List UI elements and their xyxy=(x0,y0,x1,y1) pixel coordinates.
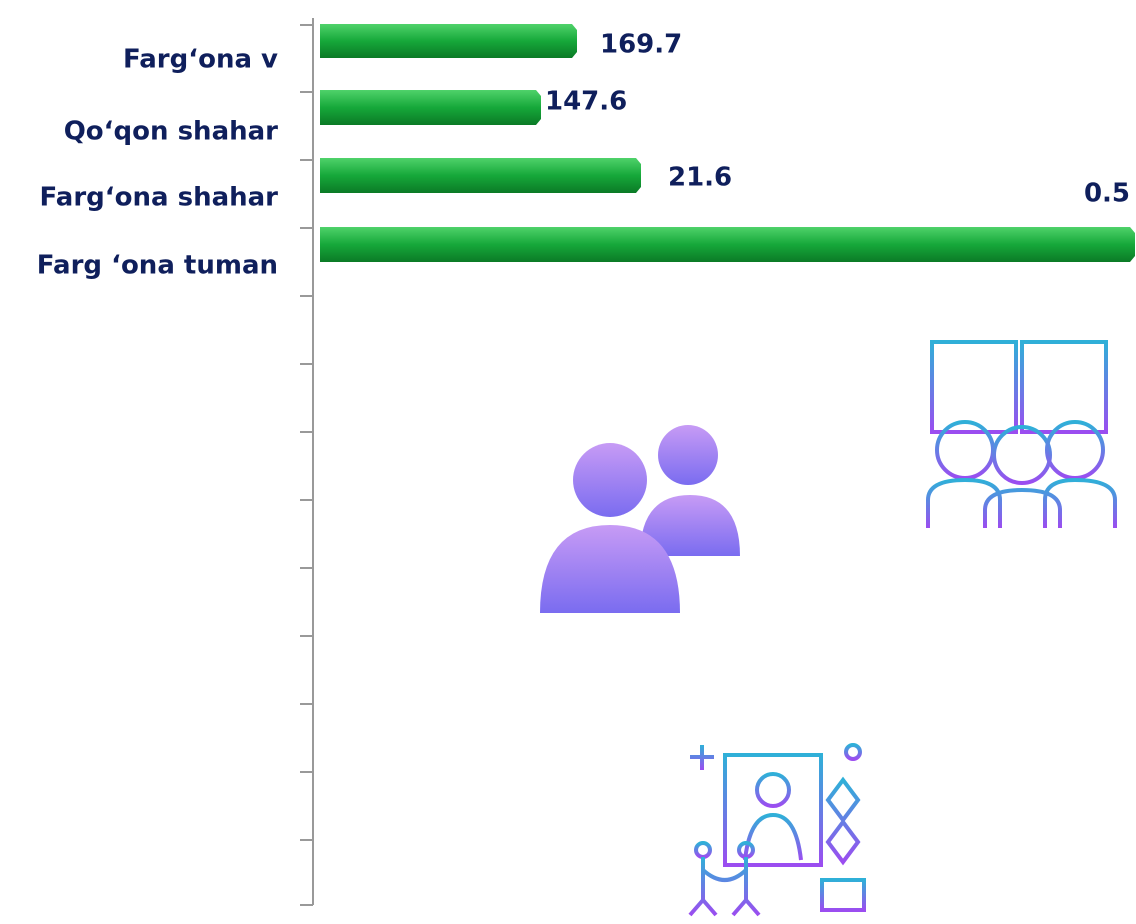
bars xyxy=(320,24,1135,262)
row-label: Farg‘ona shahar xyxy=(40,183,279,213)
row-label: Farg ‘ona tuman xyxy=(37,251,278,281)
museum-icon xyxy=(688,743,866,917)
value-label: 169.7 xyxy=(600,30,682,60)
axis xyxy=(300,18,314,906)
row-label: Qo‘qon shahar xyxy=(64,117,278,147)
gallery-icon xyxy=(926,340,1117,528)
value-label: 0.5 xyxy=(1084,179,1130,209)
row-label: Farg‘ona v xyxy=(123,45,278,75)
value-label: 147.6 xyxy=(545,87,627,117)
value-label: 21.6 xyxy=(668,163,732,193)
people-icon xyxy=(540,425,740,613)
